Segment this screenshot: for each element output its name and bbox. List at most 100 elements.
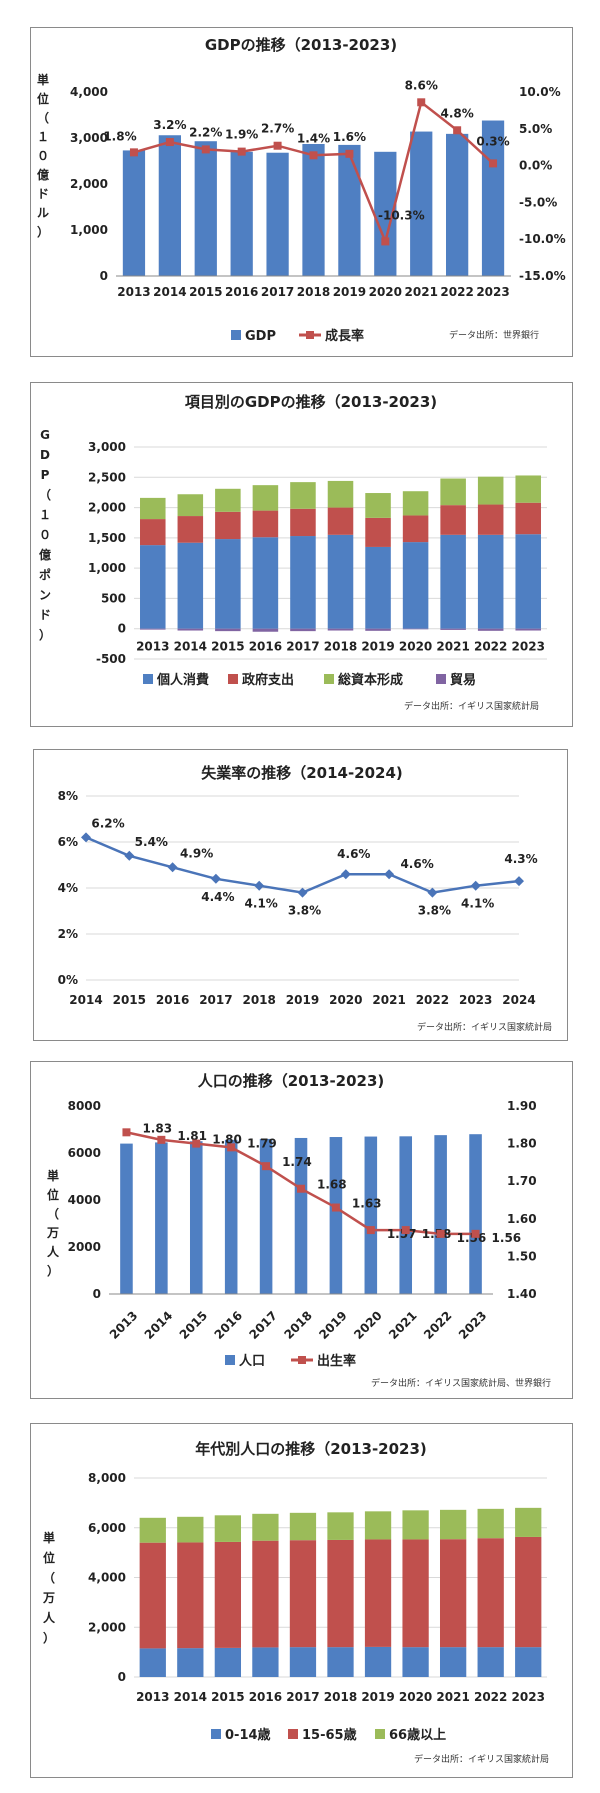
age-0-14-bar-segment <box>364 1646 392 1677</box>
growth-rate-marker <box>417 98 426 107</box>
legend-label: 成長率 <box>325 328 364 344</box>
x-tick-label: 2019 <box>316 1308 350 1342</box>
y-axis-label: ン <box>39 588 51 602</box>
y-tick-label: 2,000 <box>88 501 126 515</box>
age-66-plus-bar-segment <box>252 1513 279 1541</box>
y-tick-label: 4000 <box>68 1193 101 1207</box>
birth-rate-marker <box>297 1184 305 1193</box>
population-chart: 人口の推移（2013-2023) 単位 （ 万人 ） 0 2000 4000 6000 8000 1… <box>46 1072 551 1389</box>
y2-tick-label: 0.0% <box>519 159 552 173</box>
population-bar <box>329 1137 343 1294</box>
population-bar <box>399 1136 413 1294</box>
x-tick-label: 2022 <box>440 285 473 299</box>
x-tick-label: 2014 <box>69 993 102 1007</box>
government-bar-segment <box>515 502 541 535</box>
y-axis-label: G <box>40 428 50 442</box>
birth-rate-data-label: 1.56 <box>457 1231 487 1245</box>
x-tick-label: 2017 <box>286 1690 319 1704</box>
x-tick-label: 2014 <box>174 1690 207 1704</box>
growth-rate-marker <box>237 147 246 156</box>
age-66-plus-bar-segment <box>515 1507 542 1537</box>
government-bar-segment <box>402 515 429 543</box>
legend-label: 15-65歳 <box>302 1727 357 1743</box>
unemployment-data-label: 4.1% <box>245 897 278 911</box>
unemployment-chart: 失業率の推移（2014-2024) 0% 2% 4% 6% 8% 2014 2015 2016 2… <box>58 764 552 1033</box>
growth-rate-marker <box>345 149 354 158</box>
legend-marker <box>298 1356 306 1364</box>
x-tick-label: 2013 <box>136 640 169 654</box>
x-tick-label: 2021 <box>436 640 469 654</box>
unemployment-data-label: 4.1% <box>461 897 494 911</box>
growth-rate-marker <box>273 141 282 150</box>
legend-swatch <box>231 330 241 340</box>
y-axis-label: １ <box>37 130 49 144</box>
unemployment-data-label: 4.9% <box>180 846 213 860</box>
age-0-14-bar-segment <box>252 1647 279 1677</box>
trade-bar-segment <box>140 628 166 630</box>
population-bar <box>224 1139 238 1294</box>
x-tick-label: 2013 <box>136 1690 169 1704</box>
x-tick-label: 2015 <box>177 1308 211 1342</box>
x-tick-label: 2021 <box>386 1308 420 1342</box>
y-axis-label: （ <box>37 110 49 125</box>
age-0-14-bar-segment <box>439 1647 467 1677</box>
legend-swatch <box>375 1729 385 1739</box>
age-population-chart-panel: 年代別人口の推移（2013-2023) 単位 （ 万人 ） 0 2,000 4,000 6,00… <box>30 1423 573 1778</box>
unemployment-data-label: 4.6% <box>337 847 370 861</box>
x-tick-label: 2020 <box>399 1690 432 1704</box>
y-axis-label: 億 <box>37 167 49 182</box>
y-axis-label: 万 <box>46 1226 59 1240</box>
age-15-65-bar-segment <box>139 1542 166 1649</box>
age-15-65-bar-segment <box>515 1536 542 1648</box>
capital-bar-segment <box>177 494 204 517</box>
gdp-chart: GDPの推移（2013-2023) 単位 （ １ ０ 億ドル ） 0 1,000 2,000 3,0… <box>37 36 566 344</box>
consumption-bar-segment <box>515 534 541 629</box>
x-tick-label: 2017 <box>261 285 294 299</box>
x-tick-label: 2016 <box>249 1690 282 1704</box>
consumption-bar-segment <box>290 536 316 629</box>
birth-rate-data-label: 1.80 <box>212 1133 242 1147</box>
y-tick-label: 2,000 <box>88 1620 126 1634</box>
government-bar-segment <box>327 507 354 535</box>
age-66-plus-bar-segment <box>289 1512 317 1541</box>
x-tick-label: 2017 <box>247 1308 281 1342</box>
y-tick-label: 8000 <box>68 1099 101 1113</box>
consumption-bar-segment <box>327 534 354 629</box>
y-axis-label: ド <box>37 187 49 201</box>
age-66-plus-bar-segment <box>402 1510 429 1540</box>
y-tick-label: 8% <box>58 789 78 803</box>
unemployment-marker <box>340 869 351 880</box>
x-tick-label: 2021 <box>405 285 438 299</box>
age-15-65-bar-segment <box>477 1538 504 1648</box>
population-chart-panel: 人口の推移（2013-2023) 単位 （ 万人 ） 0 2000 4000 6000 8000 1… <box>30 1061 573 1399</box>
capital-bar-segment <box>215 488 241 512</box>
age-15-65-bar-segment <box>439 1539 467 1648</box>
age-15-65-bar-segment <box>289 1540 317 1648</box>
chart-title: 年代別人口の推移（2013-2023) <box>195 1440 427 1458</box>
x-tick-label: 2015 <box>211 1690 244 1704</box>
age-15-65-bar-segment <box>327 1539 354 1648</box>
y-axis-label: （ <box>47 1206 59 1221</box>
trade-bar-segment <box>515 628 541 631</box>
birth-rate-marker <box>366 1226 375 1235</box>
x-tick-label: 2022 <box>416 993 449 1007</box>
y-axis-label: １ <box>39 508 51 522</box>
age-0-14-bar-segment <box>289 1647 317 1677</box>
government-bar-segment <box>477 504 504 535</box>
y-tick-label: 8,000 <box>88 1471 126 1485</box>
y2-tick-label: 1.40 <box>507 1287 537 1301</box>
y-axis-label: ） <box>37 224 49 239</box>
population-bar <box>294 1137 308 1294</box>
consumption-bar-segment <box>215 539 241 629</box>
birth-rate-data-label: 1.68 <box>317 1178 347 1192</box>
unemployment-data-label: 4.6% <box>400 857 433 871</box>
x-tick-label: 2015 <box>211 640 244 654</box>
y-tick-label: 3,000 <box>88 440 126 454</box>
growth-rate-marker <box>165 138 174 147</box>
legend-label: GDP <box>245 329 276 344</box>
age-0-14-bar-segment <box>402 1647 429 1677</box>
growth-rate-data-label: 1.4% <box>297 131 330 145</box>
x-tick-label: 2024 <box>502 993 535 1007</box>
government-bar-segment <box>252 510 279 538</box>
